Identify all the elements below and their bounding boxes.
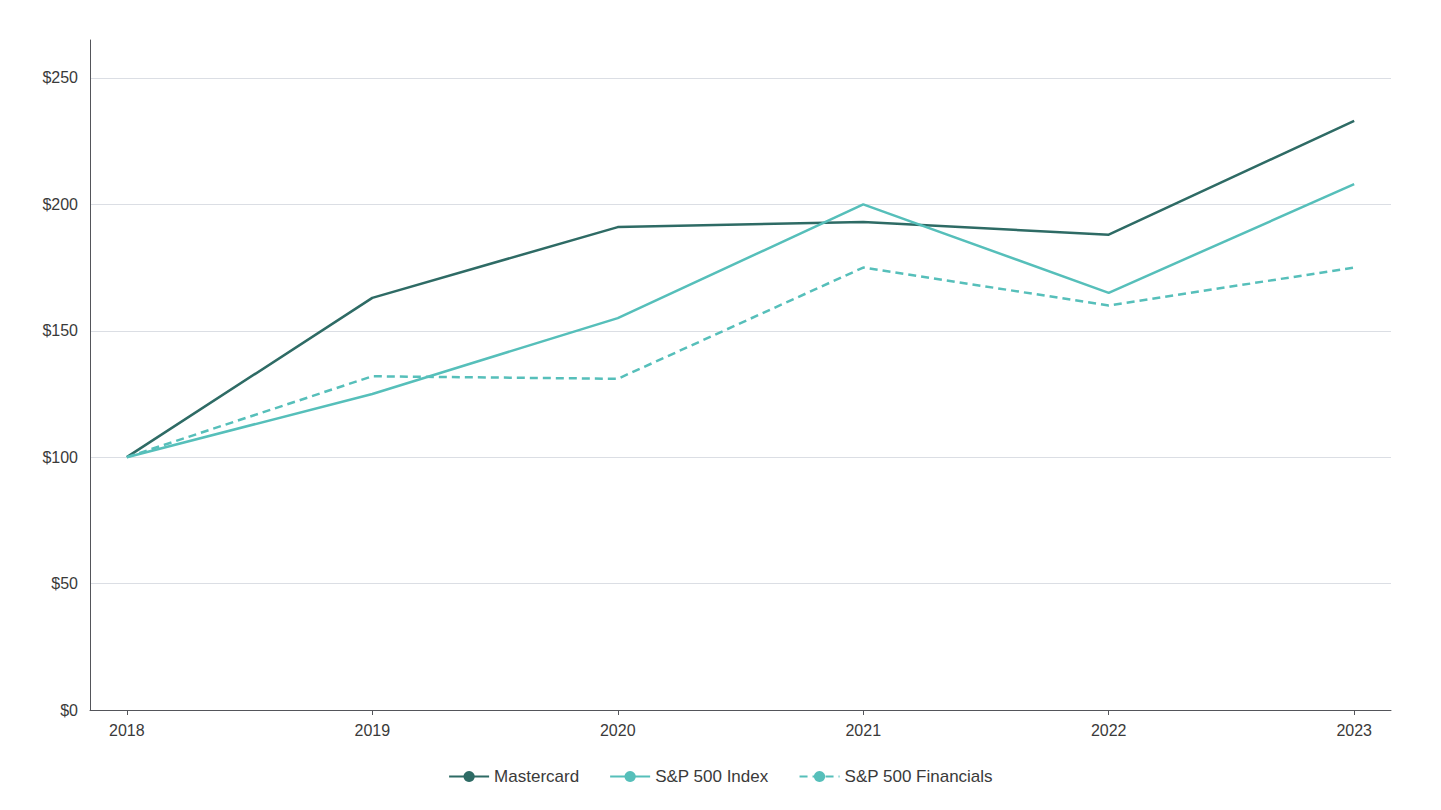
svg-text:2020: 2020 <box>600 722 636 739</box>
svg-text:2018: 2018 <box>109 722 145 739</box>
svg-text:Mastercard: Mastercard <box>494 767 579 786</box>
svg-text:$50: $50 <box>51 575 78 592</box>
svg-text:S&P 500 Financials: S&P 500 Financials <box>845 767 993 786</box>
svg-text:$0: $0 <box>60 702 78 719</box>
svg-text:$150: $150 <box>42 322 78 339</box>
svg-text:2023: 2023 <box>1336 722 1372 739</box>
svg-text:2022: 2022 <box>1091 722 1127 739</box>
svg-text:2021: 2021 <box>845 722 881 739</box>
svg-text:2019: 2019 <box>354 722 390 739</box>
svg-text:$100: $100 <box>42 449 78 466</box>
svg-text:S&P 500 Index: S&P 500 Index <box>655 767 769 786</box>
svg-text:$200: $200 <box>42 196 78 213</box>
svg-text:$250: $250 <box>42 69 78 86</box>
